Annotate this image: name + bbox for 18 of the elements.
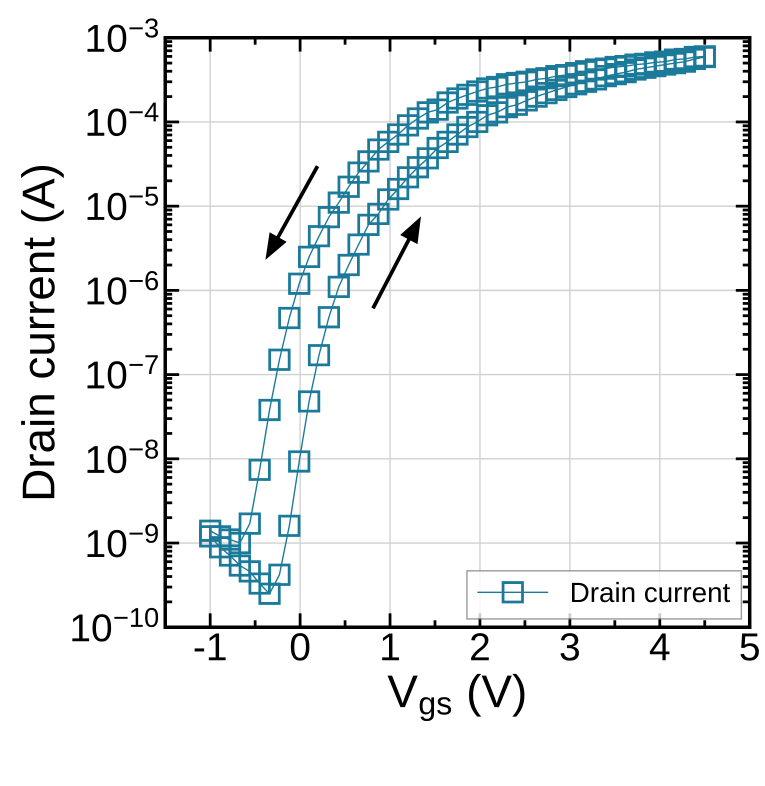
- y-tick-label: 10$^{−6}$: [88, 271, 158, 305]
- y-tick-label: 10$^{−4}$: [88, 102, 158, 136]
- y-tick-label: 10$^{−3}$: [88, 18, 158, 52]
- y-tick-label: 10$^{−8}$: [88, 439, 158, 474]
- x-tick-label: 5: [740, 634, 759, 661]
- x-tick-label: 2: [471, 633, 489, 660]
- y-axis-title: Drain current (A): [21, 166, 64, 498]
- y-tick-label: 10$^{−9}$: [88, 524, 158, 558]
- x-tick-label: 4: [650, 634, 670, 660]
- x-tick-label: 3: [560, 633, 579, 661]
- x-tick-label: 1: [382, 634, 399, 660]
- y-tick-label: 10$^{−10}$: [72, 608, 158, 642]
- x-axis-title: V$_{gs}$ (V): [388, 674, 524, 722]
- x-tick-label: -1: [194, 634, 226, 660]
- legend-label: Drain current: [572, 582, 730, 602]
- x-tick-label: 0: [290, 633, 310, 661]
- y-tick-label: 10$^{−5}$: [88, 186, 158, 220]
- y-tick-label: 10$^{−7}$: [88, 355, 158, 389]
